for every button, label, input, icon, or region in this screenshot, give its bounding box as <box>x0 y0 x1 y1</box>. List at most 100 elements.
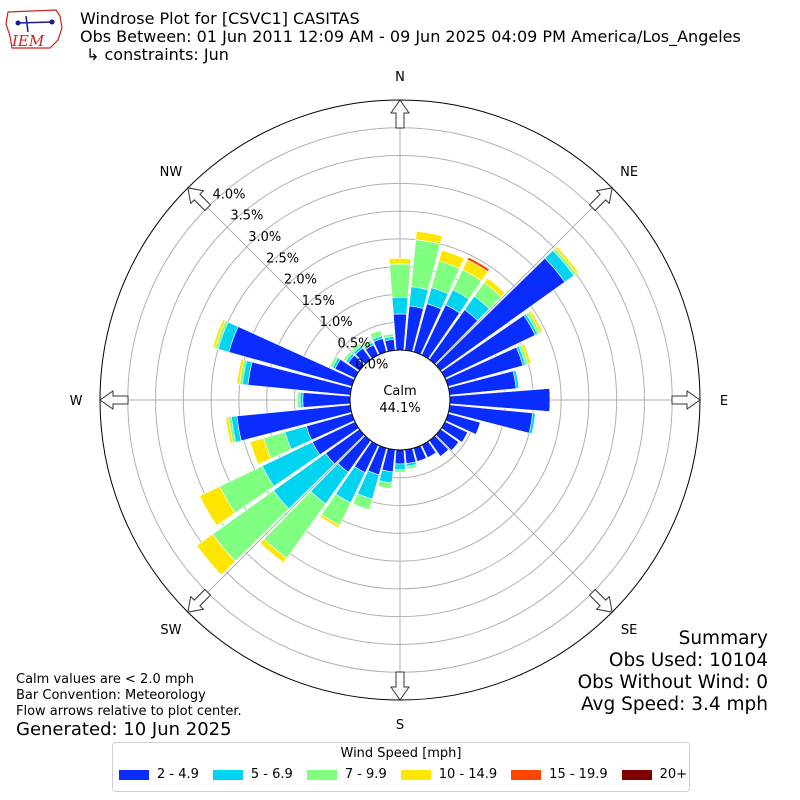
compass-label: N <box>395 70 405 85</box>
arrow-shape <box>390 99 410 129</box>
compass-label: NE <box>620 165 638 180</box>
wind-bar <box>383 333 395 339</box>
flow-arrow-icon <box>588 187 613 212</box>
direction-gridline <box>435 187 613 365</box>
wind-bar <box>236 358 245 385</box>
wind-bar <box>393 313 407 351</box>
wind-bar <box>527 310 544 334</box>
windrose-bars <box>196 231 579 576</box>
flow-arrow-icon <box>99 390 129 410</box>
arrow-shape <box>588 588 613 613</box>
flow-arrow-icon <box>187 187 212 212</box>
generated-date: Generated: 10 Jun 2025 <box>16 719 232 740</box>
wind-bar <box>296 391 301 409</box>
radial-tick-label: 3.0% <box>248 230 281 245</box>
notes: Calm values are < 2.0 mph Bar Convention… <box>16 672 242 720</box>
wind-bar <box>521 343 532 365</box>
legend-item: 20+ <box>621 767 688 782</box>
flow-arrow-icon <box>390 671 410 701</box>
direction-gridline <box>435 435 613 613</box>
wind-bar <box>196 533 236 576</box>
wind-bar <box>329 355 339 368</box>
wind-bar <box>384 338 396 352</box>
arrow-shape <box>187 588 212 613</box>
wind-bar <box>369 330 383 340</box>
obs-used: Obs Used: 10104 <box>608 650 768 671</box>
summary-panel: Summary Obs Used: 10104 Obs Without Wind… <box>578 628 768 716</box>
radial-tick-labels: 0.0% 0.5% 1.0% 1.5% 2.0% 2.5% 3.0% 3.5% 4.0% <box>213 187 389 372</box>
wind-bar <box>350 343 362 353</box>
wind-bar <box>259 538 288 564</box>
legend-swatch <box>400 769 431 780</box>
calm-circle-shape <box>349 349 451 451</box>
wind-bar <box>408 286 429 309</box>
compass-label: SW <box>160 623 181 638</box>
flow-arrow-icon <box>390 99 410 129</box>
observation-period: Obs Between: 01 Jun 2011 12:09 AM - 09 J… <box>80 27 741 46</box>
wind-bar <box>528 412 536 435</box>
calm-value: 44.1% <box>379 401 420 416</box>
compass-label: S <box>396 718 404 733</box>
legend-label: 5 - 6.9 <box>250 767 293 782</box>
wind-bar <box>212 319 226 349</box>
wind-bar <box>438 249 465 269</box>
legend-title: Wind Speed [mph] <box>340 746 462 761</box>
wind-bar <box>512 369 520 389</box>
wind-bar <box>225 416 234 444</box>
iem-logo: IEM <box>5 9 63 50</box>
legend-label: 2 - 4.9 <box>157 767 199 782</box>
wind-bar <box>249 437 272 465</box>
legend-item: 10 - 14.9 <box>400 767 498 782</box>
wind-bar <box>415 231 443 245</box>
calm-label: Calm <box>383 384 416 399</box>
wind-bar <box>299 392 304 408</box>
flow-arrows-note: Flow arrows relative to plot center. <box>16 704 242 719</box>
compass-labels: N NE E SE S SW W NW <box>70 70 729 733</box>
flow-arrow-icon <box>671 390 701 410</box>
legend-swatch <box>212 769 243 780</box>
legend-label: 20+ <box>659 767 688 782</box>
wind-bar <box>554 246 579 275</box>
logo-text: IEM <box>11 32 45 50</box>
header: Windrose Plot for [CSVC1] CASITAS Obs Be… <box>80 10 741 64</box>
radial-tick-label: 1.5% <box>302 294 335 309</box>
legend-label: 10 - 14.9 <box>438 767 498 782</box>
speed-legend: Wind Speed [mph] 2 - 4.9 5 - 6.9 7 - 9.9 10… <box>112 742 690 792</box>
legend-swatch <box>306 769 337 780</box>
constraints-text: ↳ constraints: Jun <box>86 45 229 64</box>
wind-bar <box>388 258 412 265</box>
obs-without-wind: Obs Without Wind: 0 <box>577 672 768 693</box>
wind-bar <box>391 296 409 315</box>
radial-tick-label: 2.0% <box>284 273 317 288</box>
legend-swatch <box>621 769 652 780</box>
radial-tick-label: 1.0% <box>320 315 353 330</box>
compass-label: NW <box>160 165 183 180</box>
calm-circle: Calm 44.1% <box>349 349 451 451</box>
flow-arrow-icon <box>588 588 613 613</box>
radial-tick-label: 2.5% <box>266 251 299 266</box>
arrow-shape <box>671 390 701 410</box>
wind-bar <box>352 493 373 511</box>
plot-title: Windrose Plot for [CSVC1] CASITAS <box>80 9 360 28</box>
radial-tick-label: 0.0% <box>355 358 388 373</box>
direction-gridline <box>187 187 365 365</box>
legend-item: 7 - 9.9 <box>306 767 387 782</box>
direction-gridline <box>187 435 365 613</box>
legend-item: 2 - 4.9 <box>119 767 199 782</box>
arrow-shape <box>99 390 129 410</box>
wind-bar <box>361 339 373 348</box>
wind-bar <box>199 486 236 526</box>
wind-bar <box>377 480 393 489</box>
wind-bar <box>343 350 353 362</box>
compass-arrows <box>99 99 701 701</box>
wind-bar <box>302 392 351 408</box>
wind-bar <box>394 449 406 465</box>
arrow-shape <box>187 187 212 212</box>
legend-swatch <box>511 769 542 780</box>
wind-bar <box>483 277 506 298</box>
wind-bar <box>394 463 406 470</box>
wind-bar <box>406 464 418 470</box>
legend-items: 2 - 4.9 5 - 6.9 7 - 9.9 10 - 14.9 15 - 19.9 2… <box>119 767 701 782</box>
arrow-shape <box>588 187 613 212</box>
